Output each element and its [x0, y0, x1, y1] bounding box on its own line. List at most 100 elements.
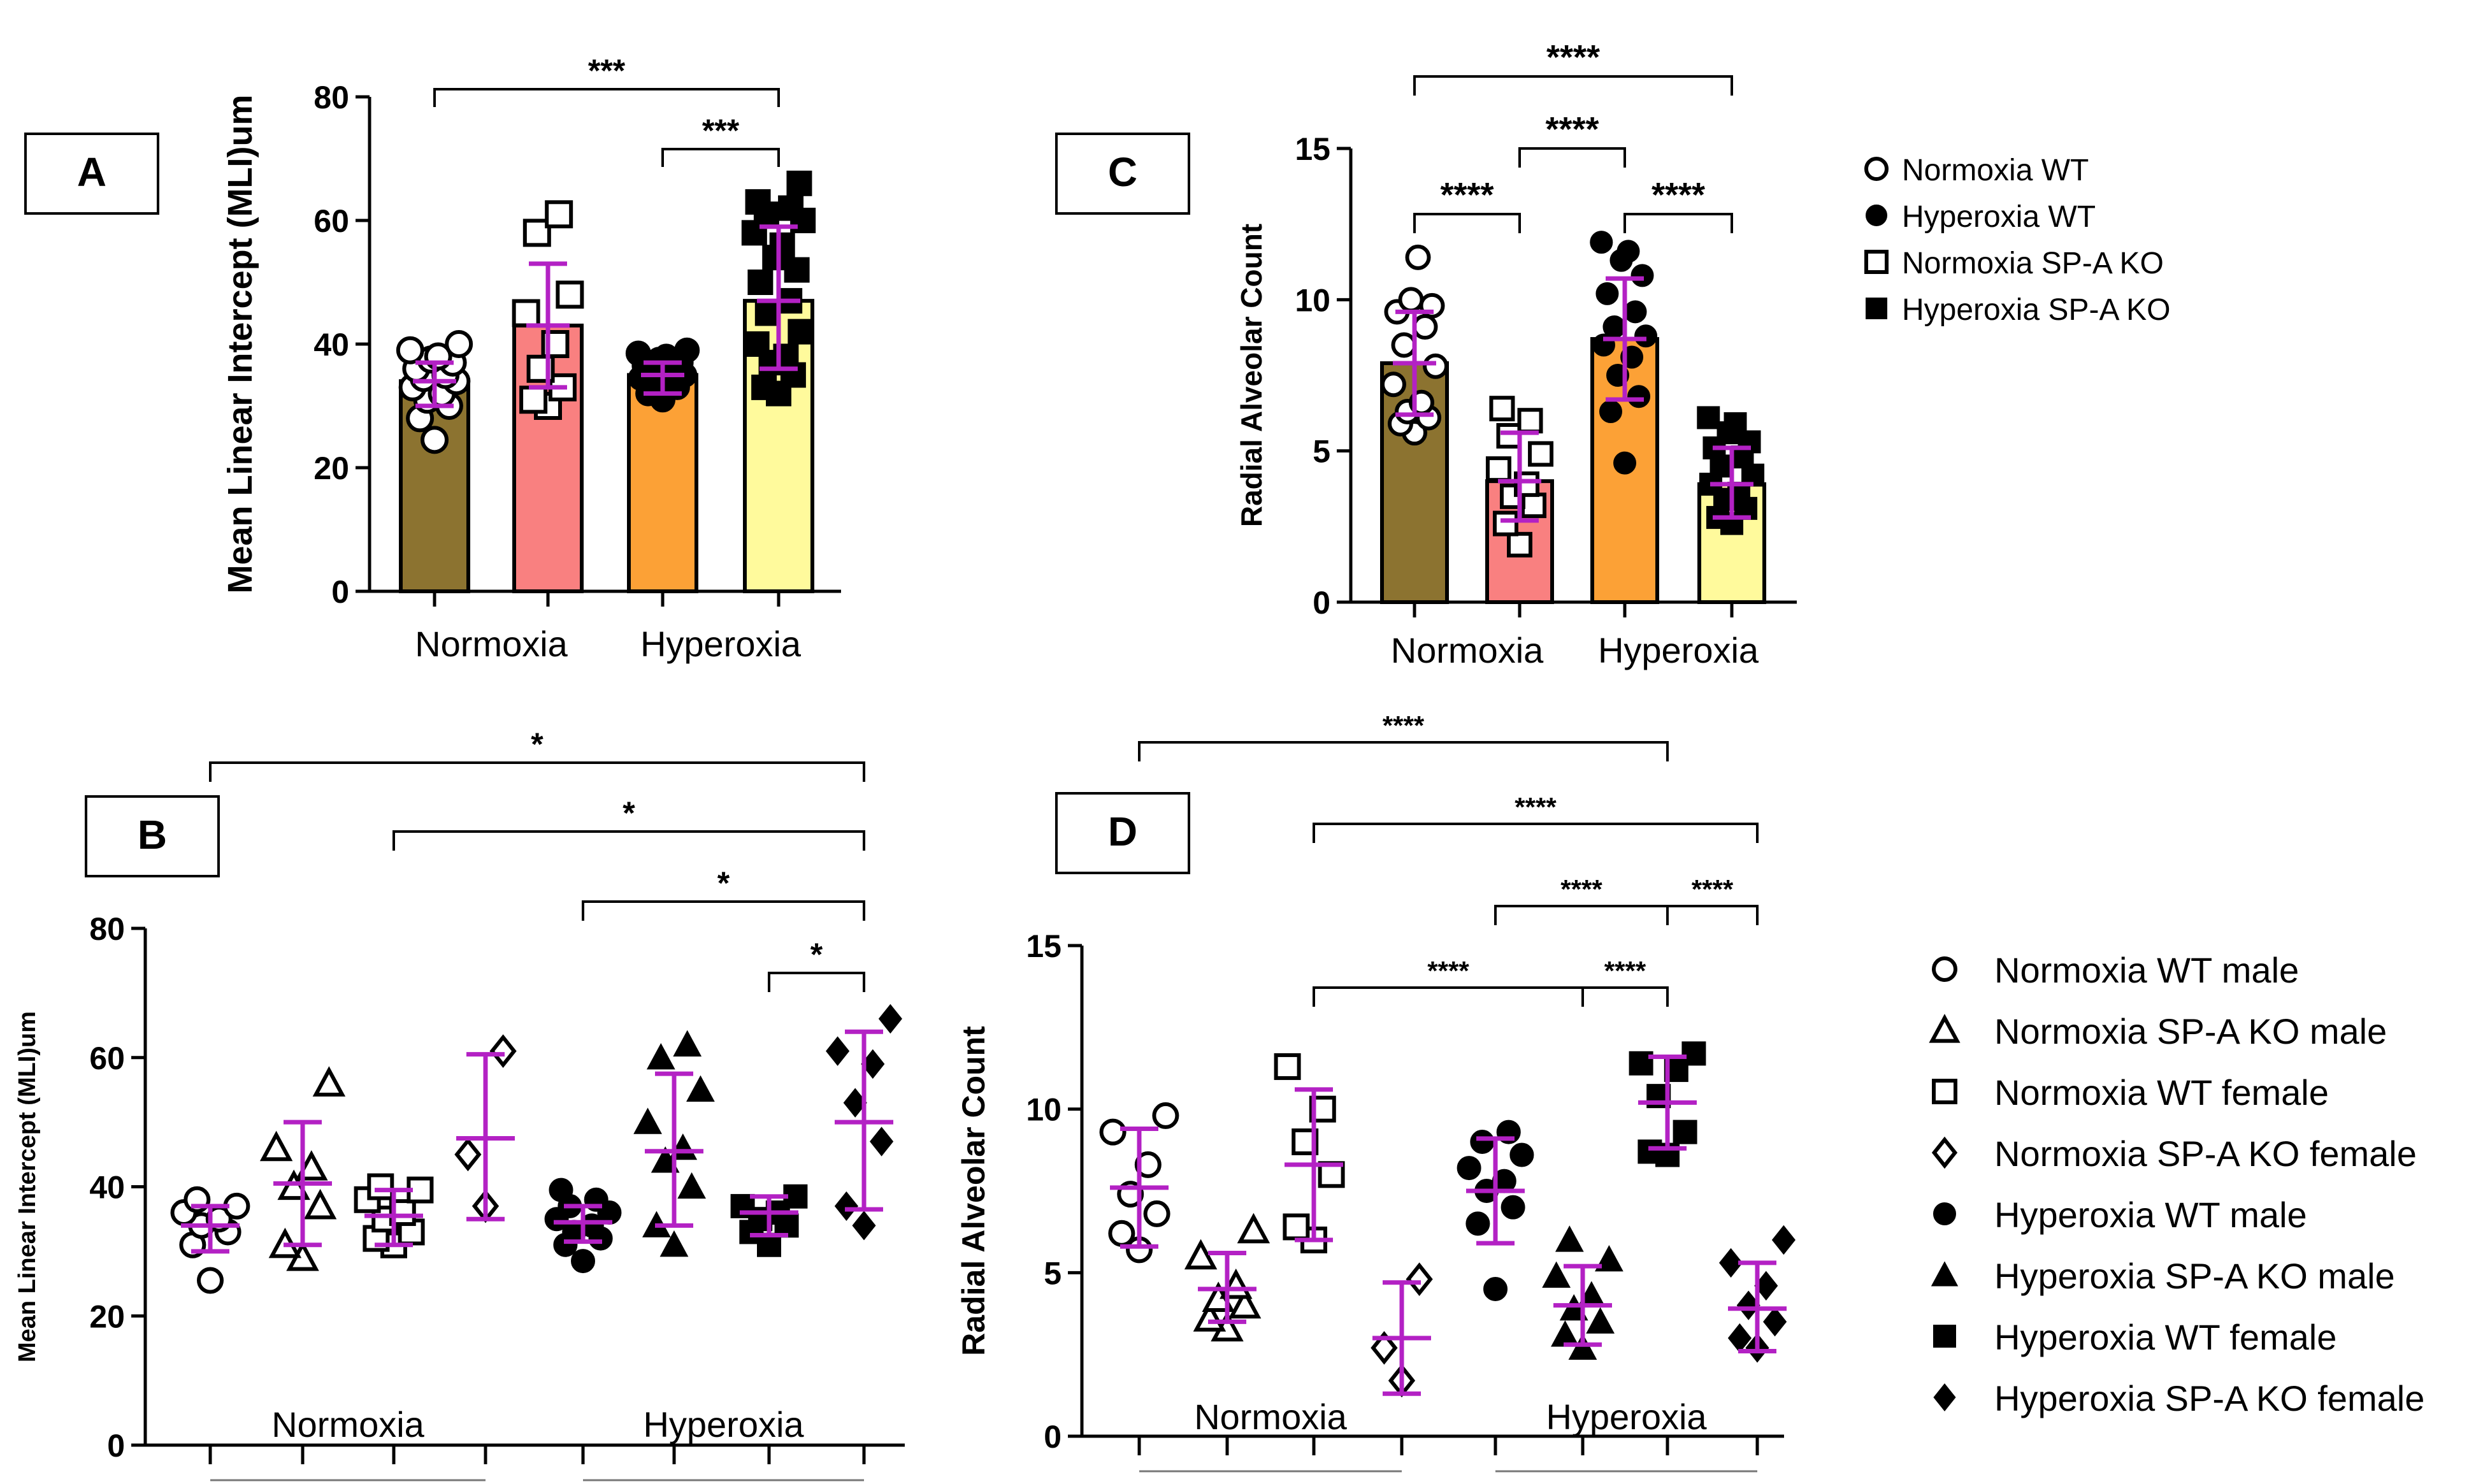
legend-label: Normoxia WT male: [1994, 950, 2299, 990]
y-tick-label: 5: [1044, 1255, 1062, 1291]
data-point: [788, 319, 814, 345]
data-point: [747, 270, 774, 295]
data-point: [1630, 264, 1654, 287]
data-point: [786, 170, 812, 196]
y-tick-label: 40: [313, 327, 349, 363]
panel-c-letter: C: [1108, 149, 1137, 195]
data-point: [744, 331, 770, 357]
significance-label: ****: [1560, 874, 1602, 904]
data-point: [1638, 1139, 1662, 1164]
data-point: [1595, 1244, 1623, 1272]
legend-label: Normoxia SP-A KO: [1902, 247, 2164, 280]
significance-label: ****: [1652, 176, 1705, 214]
data-point: [1616, 240, 1640, 263]
chart-panel-c: 0 5 10 15 Radial Alveolar Count Normoxia Hyper…: [1235, 38, 1797, 670]
panel-a-label-box: A: [24, 133, 159, 215]
y-tick-label: 40: [89, 1170, 125, 1206]
y-tick-label: 20: [89, 1299, 125, 1334]
data-point: [1509, 1142, 1534, 1167]
data-point: [1457, 1156, 1481, 1181]
chart-panel-b: 0 20 40 60 80 Mean Linear Intercept (MLI)um No…: [14, 726, 905, 1481]
significance-bracket: [1494, 905, 1669, 925]
data-point: [1673, 1120, 1697, 1144]
y-tick-label: 0: [331, 574, 349, 610]
significance-bracket: [392, 830, 865, 851]
data-point: [1237, 1213, 1270, 1244]
legend-label: Normoxia WT: [1902, 154, 2089, 187]
data-point: [1496, 422, 1522, 449]
significance-bracket: [1623, 213, 1733, 233]
data-point: [1405, 244, 1431, 270]
data-point: [677, 1172, 706, 1199]
y-axis-title: Mean Linear Intercept (MLI)um: [14, 1011, 41, 1362]
legend-marker: [1866, 298, 1887, 319]
data-point: [674, 337, 700, 363]
significance-label: *: [623, 795, 635, 831]
data-point: [686, 1075, 715, 1102]
data-point: [1507, 531, 1532, 558]
data-point: [1489, 396, 1515, 422]
y-tick-label: 60: [313, 203, 349, 239]
data-point: [834, 1191, 858, 1221]
data-point: [852, 1211, 876, 1241]
data-point: [1483, 1277, 1508, 1301]
data-point: [1602, 315, 1626, 339]
data-point: [1681, 1041, 1706, 1066]
data-point: [1099, 1118, 1127, 1146]
legend-label: Normoxia SP-A KO male: [1994, 1011, 2387, 1051]
legend-marker: [1866, 205, 1887, 226]
y-axis-title: Radial Alveolar Count: [956, 1026, 991, 1356]
y-tick-label: 15: [1026, 928, 1062, 964]
data-point: [1134, 1151, 1162, 1178]
data-point: [633, 1107, 662, 1134]
data-point: [303, 1188, 337, 1220]
panel-b-label-box: B: [85, 795, 220, 877]
data-point: [1724, 412, 1747, 435]
legend-marker: [1932, 1079, 1957, 1104]
legend-marker: [1933, 1202, 1956, 1225]
significance-bracket: [582, 900, 865, 921]
legend-label: Hyperoxia WT: [1902, 200, 2096, 234]
data-point: [1697, 406, 1720, 429]
panel-d-letter: D: [1108, 809, 1137, 854]
y-tick-label: 10: [1295, 282, 1330, 318]
y-tick-label: 80: [313, 80, 349, 115]
data-point: [579, 1213, 604, 1238]
legend-marker: [1864, 250, 1889, 274]
panel-c-label-box: C: [1055, 133, 1190, 215]
group-label: Normoxia: [1194, 1397, 1347, 1437]
legend-bottom: Normoxia WT male Normoxia SP-A KO male Nor…: [1929, 950, 2424, 1418]
legend-marker: [1864, 157, 1889, 181]
data-point: [259, 1130, 293, 1162]
group-label: Hyperoxia: [640, 624, 802, 664]
significance-label: ****: [1440, 176, 1494, 214]
data-point: [745, 189, 771, 215]
significance-label: ***: [588, 53, 626, 89]
legend-label: Hyperoxia SP-A KO female: [1994, 1378, 2424, 1418]
data-point: [312, 1066, 346, 1097]
legend-label: Normoxia WT female: [1994, 1072, 2329, 1113]
y-tick-label: 5: [1313, 434, 1330, 470]
legend-marker: [1931, 1136, 1958, 1169]
data-point: [1283, 1213, 1310, 1241]
y-tick-label: 10: [1026, 1092, 1062, 1128]
legend-marker: [1931, 1261, 1959, 1286]
y-tick-label: 15: [1295, 131, 1330, 167]
significance-label: ****: [1546, 38, 1600, 76]
data-point: [1613, 451, 1636, 475]
data-point: [489, 1034, 517, 1069]
data-point: [1517, 408, 1543, 434]
data-point: [512, 299, 540, 328]
data-point: [778, 195, 804, 221]
data-point: [1152, 1102, 1179, 1129]
data-point: [1423, 353, 1449, 379]
y-tick-label: 0: [1313, 585, 1330, 621]
data-point: [545, 200, 573, 229]
y-axis-title: Radial Alveolar Count: [1235, 224, 1268, 527]
significance-label: ****: [1515, 792, 1557, 822]
data-point: [1542, 1261, 1571, 1288]
y-tick-label: 0: [1044, 1419, 1062, 1455]
data-point: [1595, 282, 1619, 305]
data-point: [1555, 1225, 1584, 1252]
